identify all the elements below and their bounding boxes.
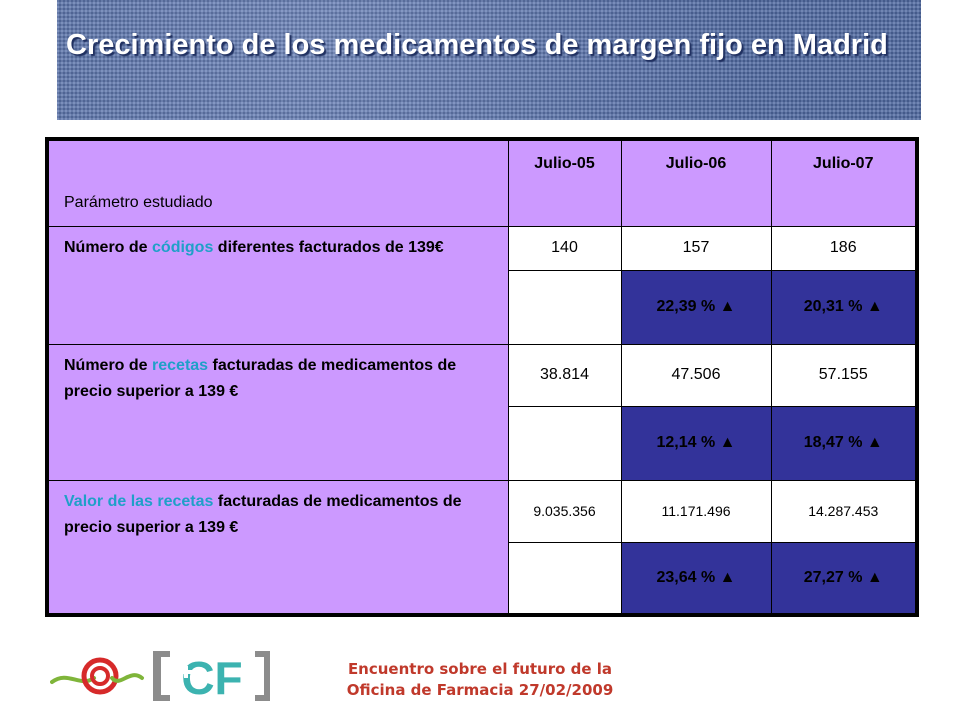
row-3-growth-1	[507, 541, 622, 616]
row-2-value-2: 47.506	[620, 343, 772, 407]
row-2-param: Número de recetas facturadas de medicame…	[46, 343, 509, 481]
data-table: Parámetro estudiado Julio-05 Julio-06 Ju…	[45, 137, 919, 617]
row-3-growth-3: 27,27 % ▲	[770, 541, 918, 616]
row-3-value-1: 9.035.356	[507, 479, 622, 543]
table-row: Valor de las recetas facturadas de medic…	[46, 479, 918, 616]
table-row-growth: 12,14 % ▲ 18,47 % ▲	[47, 405, 918, 481]
table-row-growth: 22,39 % ▲ 20,31 % ▲	[47, 269, 918, 345]
logo-graphic: CF	[50, 650, 270, 704]
logo-letters: CF	[181, 652, 242, 704]
row-1-growth-2: 22,39 % ▲	[620, 269, 772, 345]
row-1-growth-3: 20,31 % ▲	[770, 269, 918, 345]
row-3-growth-2: 23,64 % ▲	[620, 541, 772, 616]
header-year-3: Julio-07	[770, 138, 918, 227]
cf-logo: CF	[50, 648, 270, 704]
slide-title: Crecimiento de los medicamentos de marge…	[66, 29, 888, 61]
header-param-label: Parámetro estudiado	[46, 138, 509, 227]
footer-line-2: Oficina de Farmacia 27/02/2009	[346, 681, 614, 699]
header-year-2: Julio-06	[620, 138, 772, 227]
row-2-growth-1	[507, 405, 622, 481]
title-banner	[57, 0, 921, 120]
row-2-value-1: 38.814	[507, 343, 622, 407]
row-1-value-3: 186	[770, 225, 918, 271]
footer-text: Encuentro sobre el futuro de la Oficina …	[320, 659, 640, 701]
footer-line-1: Encuentro sobre el futuro de la	[347, 660, 613, 678]
header-year-1: Julio-05	[507, 138, 622, 227]
row-3-value-3: 14.287.453	[770, 479, 918, 543]
row-2-growth-2: 12,14 % ▲	[620, 405, 772, 481]
table-header-row: Parámetro estudiado Julio-05 Julio-06 Ju…	[46, 138, 918, 227]
row-1-growth-1	[507, 269, 622, 345]
table-row: Número de recetas facturadas de medicame…	[46, 343, 918, 481]
row-2-growth-3: 18,47 % ▲	[770, 405, 918, 481]
row-1-value-1: 140	[507, 225, 622, 271]
table-row: Número de códigos diferentes facturados …	[46, 225, 918, 345]
table-row-growth: 23,64 % ▲ 27,27 % ▲	[47, 541, 918, 616]
row-3-value-2: 11.171.496	[620, 479, 772, 543]
row-1-param: Número de códigos diferentes facturados …	[46, 225, 509, 345]
row-3-param: Valor de las recetas facturadas de medic…	[46, 479, 509, 616]
row-1-value-2: 157	[620, 225, 772, 271]
row-2-value-3: 57.155	[770, 343, 918, 407]
